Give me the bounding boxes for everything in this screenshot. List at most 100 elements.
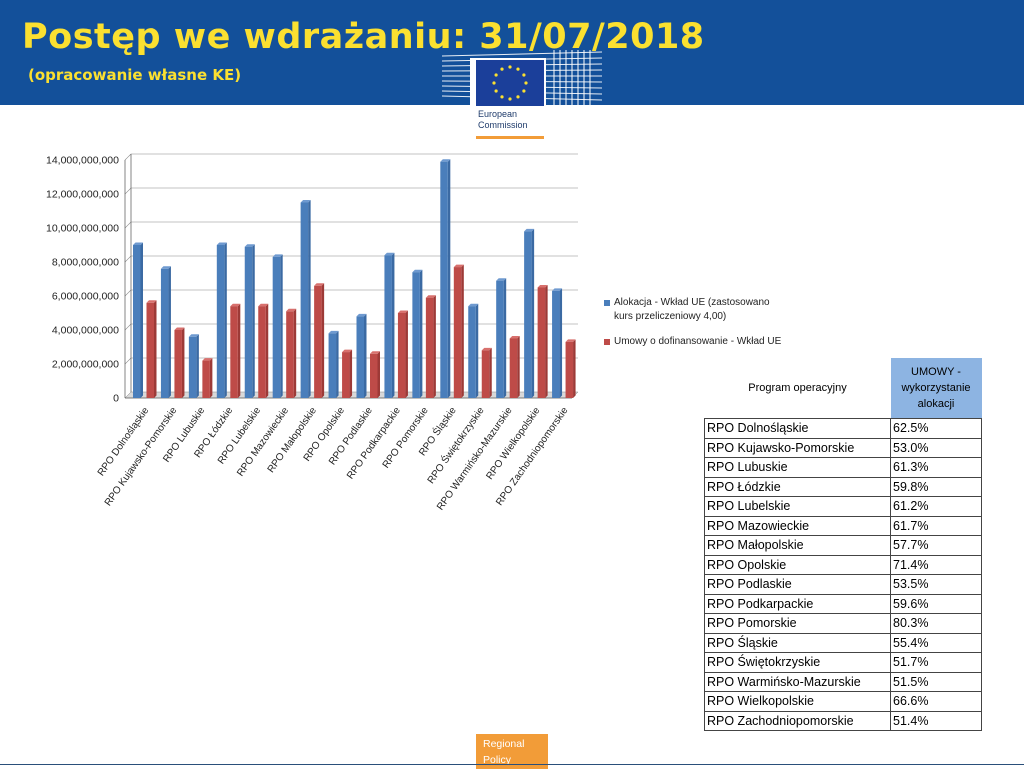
table-header-umowy: UMOWY - wykorzystanie alokacji: [890, 358, 982, 419]
bar-alokacja: [188, 336, 197, 398]
program-table: Program operacyjny UMOWY - wykorzystanie…: [704, 358, 982, 731]
bar-umowy: [425, 297, 434, 398]
gridline-depth: [124, 221, 132, 229]
bar-top: [286, 308, 297, 312]
bar-top: [188, 334, 199, 337]
table-cell-pct: 62.5%: [890, 418, 982, 439]
bar-side: [433, 295, 436, 398]
bar-top: [160, 266, 171, 269]
bar-side: [545, 285, 548, 398]
table-row: RPO Wielkopolskie 66.6%: [704, 691, 982, 712]
table-cell-program: RPO Śląskie: [704, 632, 891, 653]
bar-side: [559, 288, 563, 398]
table-cell-pct: 53.5%: [890, 574, 982, 595]
bar-side: [364, 313, 367, 398]
page-subtitle: (opracowanie własne KE): [28, 66, 242, 84]
bar-side: [154, 300, 157, 398]
bar-top: [244, 244, 255, 247]
bar-top: [133, 242, 143, 245]
bar-alokacja: [133, 245, 141, 398]
table-cell-pct: 61.2%: [890, 496, 982, 517]
table-header-program: Program operacyjny: [704, 358, 891, 419]
table-cell-program: RPO Dolnośląskie: [704, 418, 891, 439]
bar-top: [370, 351, 380, 354]
bar-side: [265, 303, 269, 398]
gridline-depth: [124, 323, 132, 331]
bar-side: [196, 334, 199, 398]
bar-side: [489, 347, 492, 398]
bar-top: [468, 303, 479, 307]
bar-side: [349, 349, 353, 398]
bar-side: [293, 308, 297, 398]
y-tick-label: 6,000,000,000: [52, 291, 119, 303]
bar-chart: 0 2,000,000,000 4,000,000,000 6,000,000,000…: [46, 153, 579, 512]
bar-side: [475, 303, 479, 398]
table-row: RPO Dolnośląskie 62.5%: [704, 418, 982, 439]
bar-umowy: [370, 353, 378, 398]
bar-umowy: [258, 306, 266, 398]
bar-top: [384, 252, 395, 256]
table-cell-program: RPO Pomorskie: [704, 613, 891, 634]
y-tick-label: 4,000,000,000: [52, 325, 119, 337]
bar-alokacja: [412, 272, 420, 398]
table-cell-program: RPO Warmińsko-Mazurskie: [704, 671, 891, 692]
bar-side: [168, 266, 171, 398]
table-row: RPO Warmińsko-Mazurskie 51.5%: [704, 671, 982, 692]
bar-side: [252, 244, 255, 398]
bar-umowy: [146, 302, 154, 398]
table-cell-program: RPO Mazowieckie: [704, 515, 891, 536]
bar-top: [258, 303, 269, 307]
gridline-depth: [124, 357, 132, 365]
bar-side: [280, 254, 283, 398]
regional-policy-badge: Regional Policy: [476, 734, 548, 769]
bar-side: [531, 228, 535, 398]
table-cell-pct: 53.0%: [890, 437, 982, 458]
bar-alokacja: [272, 256, 281, 398]
bar-side: [321, 283, 325, 398]
bar-top: [397, 310, 408, 313]
bar-alokacja: [552, 290, 560, 398]
y-tick-label: 12,000,000,000: [46, 189, 119, 201]
bar-alokacja: [216, 245, 225, 398]
footer-divider: [0, 764, 1024, 765]
bar-alokacja: [468, 306, 476, 398]
bar-umowy: [481, 350, 490, 398]
bar-top: [481, 347, 492, 351]
table-cell-pct: 80.3%: [890, 613, 982, 634]
bar-top: [552, 288, 563, 291]
table-row: RPO Lubuskie 61.3%: [704, 457, 982, 478]
y-tick-label: 14,000,000,000: [46, 155, 119, 167]
bar-side: [224, 242, 227, 398]
y-tick-label: 0: [113, 393, 119, 405]
table-cell-program: RPO Wielkopolskie: [704, 691, 891, 712]
table-row: RPO Śląskie 55.4%: [704, 632, 982, 653]
table-row: RPO Lubelskie 61.2%: [704, 496, 982, 517]
table-row: RPO Małopolskie 57.7%: [704, 535, 982, 556]
bar-top: [272, 254, 283, 257]
bar-top: [509, 336, 520, 339]
bar-umowy: [202, 360, 210, 398]
bar-umowy: [174, 330, 182, 398]
table-cell-program: RPO Kujawsko-Pomorskie: [704, 437, 891, 458]
table-cell-pct: 59.8%: [890, 476, 982, 497]
bar-alokacja: [160, 268, 169, 398]
bar-top: [300, 200, 311, 203]
bar-side: [573, 339, 576, 398]
table-row: RPO Opolskie 71.4%: [704, 554, 982, 575]
bar-side: [391, 252, 395, 398]
bar-umowy: [314, 285, 322, 398]
logo-underline: [476, 136, 544, 139]
table-row: RPO Podlaskie 53.5%: [704, 574, 982, 595]
legend-item-umowy: Umowy o dofinansowanie - Wkład UE: [604, 335, 789, 349]
table-cell-pct: 55.4%: [890, 632, 982, 653]
bar-umowy: [453, 267, 462, 398]
bar-side: [308, 200, 311, 398]
table-row: RPO Pomorskie 80.3%: [704, 613, 982, 634]
table-cell-program: RPO Opolskie: [704, 554, 891, 575]
table-cell-pct: 71.4%: [890, 554, 982, 575]
bar-umowy: [342, 352, 350, 398]
bar-top: [174, 327, 185, 330]
legend-label-alokacja: Alokacja - Wkład UE (zastosowano kurs pr…: [614, 297, 770, 322]
table-cell-program: RPO Podkarpackie: [704, 593, 891, 614]
table-cell-program: RPO Lubelskie: [704, 496, 891, 517]
